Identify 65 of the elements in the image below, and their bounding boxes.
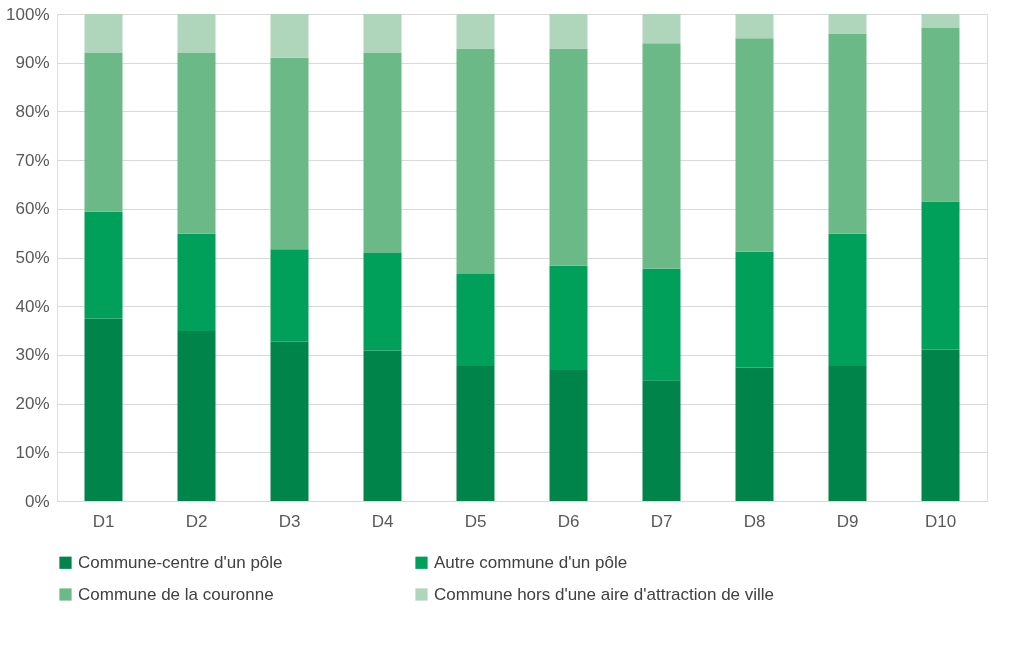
x-tick-label: D5	[464, 511, 487, 531]
bar	[921, 14, 960, 29]
bar	[270, 249, 309, 342]
x-tick-label: D3	[278, 511, 301, 531]
bar	[735, 38, 774, 252]
bar	[456, 48, 495, 275]
bar	[549, 14, 588, 49]
bar	[363, 14, 402, 53]
x-tick-label: D2	[185, 511, 208, 531]
y-tick-label: 20%	[15, 394, 50, 414]
bar	[735, 14, 774, 39]
bar	[735, 367, 774, 501]
bar	[921, 201, 960, 350]
bar	[456, 366, 495, 501]
bar	[84, 14, 123, 53]
bar	[363, 52, 402, 254]
y-tick-label: 0%	[24, 491, 50, 511]
x-tick-label: D7	[650, 511, 673, 531]
bar	[177, 14, 216, 53]
x-tick-label: D6	[557, 511, 580, 531]
bar	[642, 268, 681, 381]
y-tick-label: 50%	[15, 248, 50, 267]
legend-label: Commune de la couronne	[78, 584, 274, 604]
bar	[270, 57, 309, 250]
bar	[828, 233, 867, 367]
bar	[642, 14, 681, 44]
bar	[177, 331, 216, 501]
bar	[921, 28, 960, 202]
x-tick-label: D4	[371, 511, 394, 531]
bar	[921, 349, 960, 501]
bar	[642, 380, 681, 501]
bar	[828, 366, 867, 501]
bar	[270, 14, 309, 58]
bar	[828, 14, 867, 34]
bar	[177, 233, 216, 332]
bar	[84, 52, 123, 212]
bar	[456, 14, 495, 49]
y-tick-label: 60%	[15, 199, 50, 219]
bar	[456, 274, 495, 367]
bar	[549, 370, 588, 501]
bar	[177, 52, 216, 234]
x-tick-label: D1	[92, 511, 115, 531]
bar	[363, 350, 402, 501]
legend-label: Commune-centre d'un pôle	[78, 552, 283, 572]
y-tick-label: 30%	[15, 345, 50, 365]
x-tick-label: D9	[836, 511, 859, 531]
y-tick-label: 40%	[15, 296, 50, 316]
y-tick-label: 10%	[15, 442, 50, 462]
bar	[828, 33, 867, 234]
legend-label: Autre commune d'un pôle	[434, 552, 628, 572]
y-tick-label: 90%	[15, 53, 50, 73]
y-tick-label: 80%	[15, 101, 50, 121]
bar	[84, 211, 123, 319]
legend-label: Commune hors d'une aire d'attraction de ville	[434, 584, 775, 604]
bar	[642, 43, 681, 269]
x-tick-label: D10	[924, 511, 957, 531]
bar	[549, 48, 588, 266]
bar	[270, 341, 309, 501]
x-tick-label: D8	[743, 511, 766, 531]
bar	[363, 253, 402, 351]
bar	[549, 265, 588, 370]
y-tick-label: 70%	[15, 150, 50, 170]
bar	[735, 251, 774, 368]
y-tick-label: 100%	[6, 4, 50, 24]
bar	[84, 318, 123, 501]
